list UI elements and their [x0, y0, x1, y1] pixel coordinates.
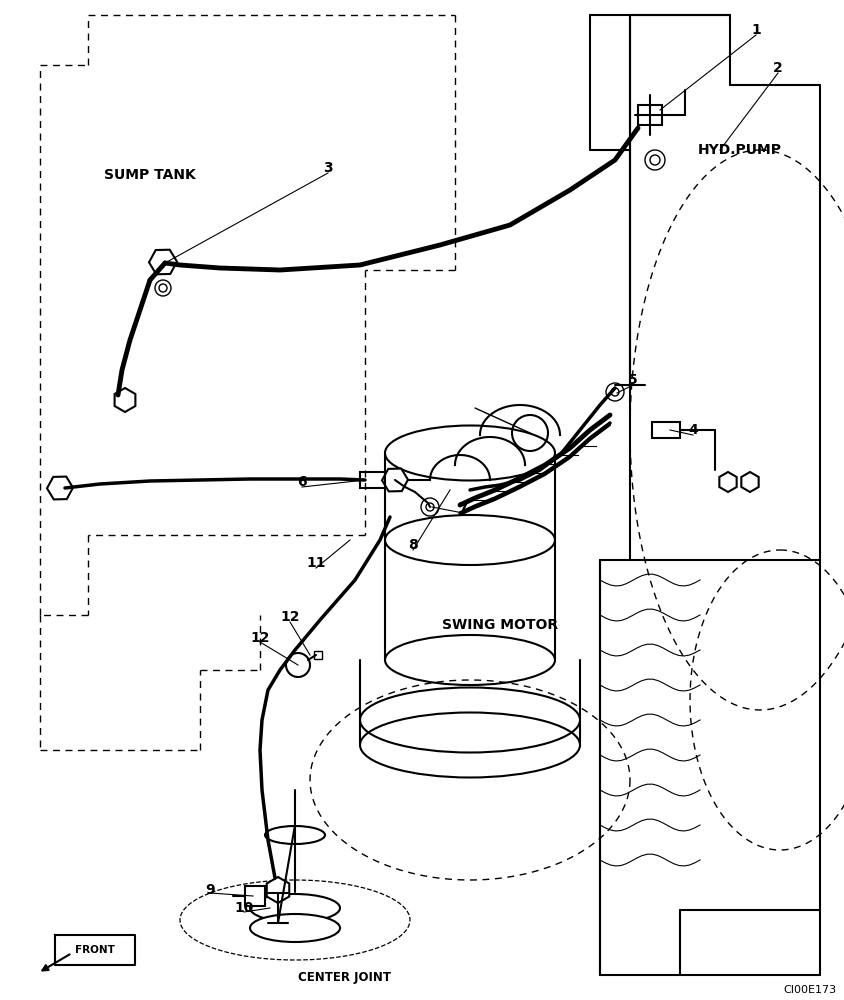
- Text: 10: 10: [235, 901, 254, 915]
- Bar: [314, 651, 322, 659]
- Text: 9: 9: [205, 883, 215, 897]
- Text: 1: 1: [751, 23, 761, 37]
- Bar: [245, 886, 265, 906]
- Bar: [360, 472, 388, 488]
- Text: 2: 2: [773, 61, 783, 75]
- Text: CENTER JOINT: CENTER JOINT: [299, 972, 392, 984]
- Text: 7: 7: [458, 501, 468, 515]
- Text: 6: 6: [297, 475, 307, 489]
- Ellipse shape: [250, 914, 340, 942]
- Text: 11: 11: [306, 556, 326, 570]
- Text: SUMP TANK: SUMP TANK: [104, 168, 196, 182]
- Bar: [652, 422, 680, 438]
- Ellipse shape: [265, 826, 325, 844]
- Text: CI00E173: CI00E173: [783, 985, 836, 995]
- Text: 3: 3: [323, 161, 333, 175]
- Bar: [638, 105, 662, 125]
- Text: HYD.PUMP: HYD.PUMP: [698, 143, 782, 157]
- Text: SWING MOTOR: SWING MOTOR: [442, 618, 558, 632]
- Text: 5: 5: [628, 373, 638, 387]
- Text: 8: 8: [408, 538, 418, 552]
- Ellipse shape: [250, 894, 340, 922]
- Text: 4: 4: [688, 423, 698, 437]
- Text: FRONT: FRONT: [75, 945, 115, 955]
- Text: 12: 12: [251, 631, 270, 645]
- Text: 12: 12: [280, 610, 300, 624]
